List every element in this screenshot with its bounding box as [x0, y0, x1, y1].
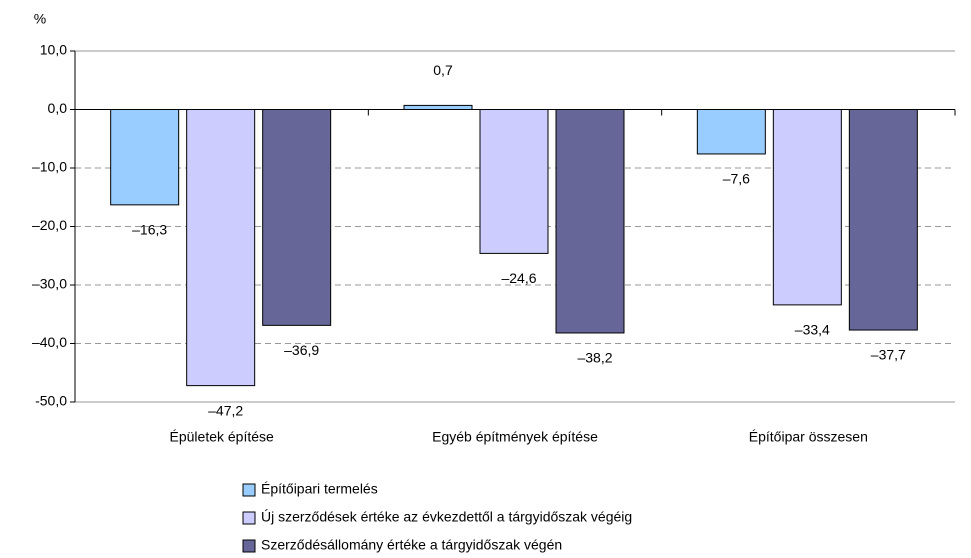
y-tick-label: 10,0 — [40, 42, 67, 58]
x-tick-label: Épületek építése — [170, 429, 275, 445]
y-tick-label: –30,0 — [32, 276, 67, 292]
value-label: –7,6 — [723, 171, 750, 187]
legend-swatch — [242, 539, 256, 553]
value-label: –16,3 — [132, 222, 167, 238]
y-tick-label: –10,0 — [32, 159, 67, 175]
bar — [555, 109, 625, 334]
y-tick-label: –40,0 — [32, 334, 67, 350]
bar — [772, 109, 842, 306]
bar — [848, 109, 918, 331]
value-label: –36,9 — [284, 342, 319, 358]
value-label: –24,6 — [501, 270, 536, 286]
value-label: –38,2 — [577, 350, 612, 366]
y-tick-label: –20,0 — [32, 217, 67, 233]
y-axis-label: % — [34, 11, 46, 27]
bar — [403, 104, 473, 110]
bar — [262, 109, 332, 326]
value-label: 0,7 — [433, 62, 453, 78]
bar — [696, 109, 766, 155]
y-tick-label: -50,0 — [35, 393, 67, 409]
legend-swatch — [242, 511, 256, 525]
bar — [186, 109, 256, 387]
value-label: –33,4 — [795, 322, 830, 338]
bar — [479, 109, 549, 254]
bar — [110, 109, 180, 206]
value-label: –37,7 — [871, 347, 906, 363]
legend-label: Szerződésállomány értéke a tárgyidőszak … — [261, 537, 562, 553]
legend-label: Építőipari termelés — [261, 481, 378, 497]
legend-label: Új szerződések értéke az évkezdettől a t… — [261, 509, 632, 525]
value-label: –47,2 — [208, 402, 243, 418]
x-tick-label: Egyéb építmények építése — [432, 429, 598, 445]
legend-swatch — [242, 483, 256, 497]
y-tick-label: 0,0 — [48, 100, 68, 116]
x-tick-label: Építőipar összesen — [749, 429, 868, 445]
